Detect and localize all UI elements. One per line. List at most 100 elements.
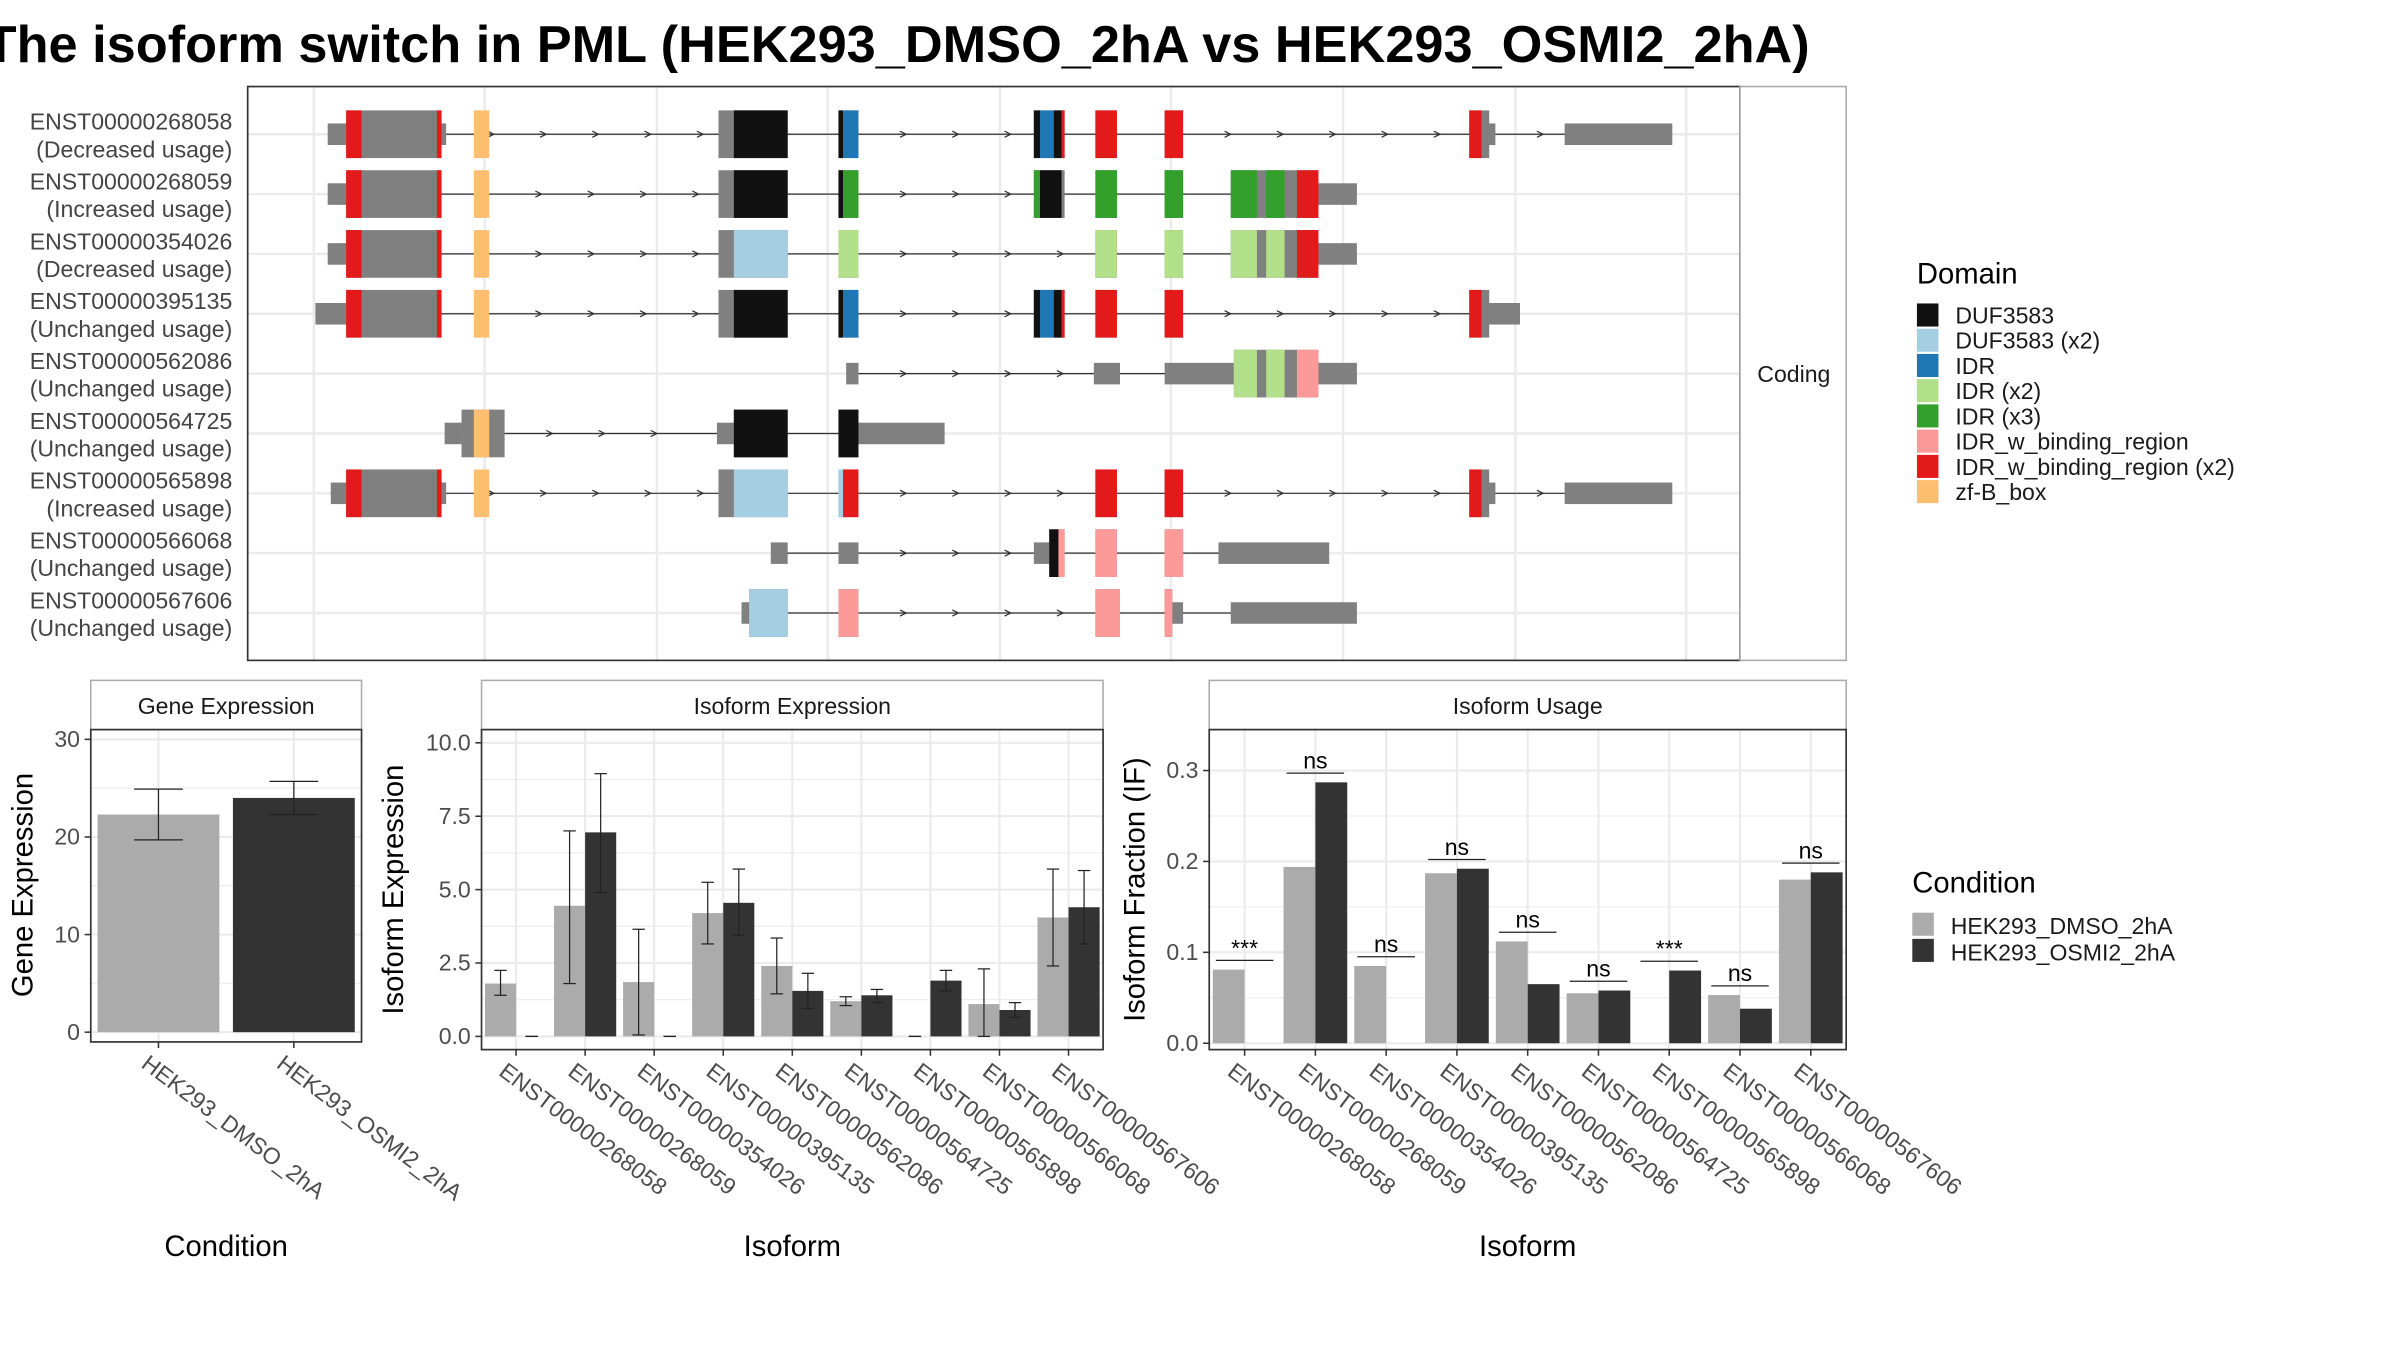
- domain-block: [1164, 110, 1184, 159]
- intron-arrow: [1004, 549, 1013, 557]
- coding-exon: [346, 469, 442, 518]
- domain-block: [1053, 289, 1062, 338]
- domain-block: [1296, 349, 1319, 398]
- domain-block: [1469, 469, 1482, 518]
- isoform-usage-xlabel: Isoform: [1479, 1231, 1576, 1263]
- utr-exon: [330, 482, 347, 505]
- domain-block: [346, 230, 362, 278]
- intron-arrow: [535, 190, 543, 198]
- intron-arrow: [587, 250, 596, 258]
- utr-exon: [1564, 482, 1673, 505]
- bar: [232, 797, 355, 1033]
- isoform-usage-strip: [1208, 679, 1847, 731]
- utr-exon: [327, 123, 347, 145]
- domain-legend-swatch: [1916, 328, 1939, 352]
- domain-block: [346, 110, 362, 159]
- domain-block: [1164, 469, 1184, 518]
- y-tick-label: 5.0: [439, 876, 471, 902]
- isoform-usage-panel: Isoform Usage *** ns ns ns ns ns *** ns ns 0.0 0.…: [1120, 679, 1967, 1263]
- isoform-usage-ylabel: Isoform Fraction (IF): [1120, 757, 1152, 1022]
- transcript-id-label: ENST00000268059: [30, 168, 233, 194]
- domain-legend-swatch: [1916, 353, 1939, 377]
- significance-label: ns: [1728, 960, 1752, 986]
- domain-legend-label: IDR: [1955, 353, 1995, 379]
- intron-arrow: [539, 489, 548, 497]
- domain-legend-label: IDR_w_binding_region (x2): [1955, 454, 2234, 480]
- utr-exon: [770, 542, 788, 564]
- intron-arrow: [1004, 250, 1013, 258]
- legend-swatch-dmso: [1912, 912, 1934, 936]
- intron-arrow: [1224, 130, 1233, 138]
- domain-block: [838, 170, 844, 218]
- intron-arrow: [539, 130, 548, 138]
- transcript-labels: ENST00000268058(Decreased usage)ENST0000…: [30, 109, 233, 641]
- significance-label: ns: [1445, 834, 1469, 860]
- domain-legend-label: IDR (x2): [1955, 378, 2041, 404]
- intron-arrow: [1004, 130, 1013, 138]
- domain-block: [1233, 349, 1257, 398]
- isoform-expression-strip: [480, 679, 1104, 731]
- domain-block: [733, 469, 788, 518]
- intron-arrow: [1433, 310, 1442, 318]
- domain-block: [733, 230, 788, 278]
- y-tick-label: 10: [54, 921, 80, 947]
- bar: [1740, 1008, 1772, 1044]
- gene-expression-plot: [90, 729, 362, 1042]
- transcript-row-ENST00000564725: [444, 409, 945, 458]
- intron-arrow: [899, 369, 908, 378]
- intron-arrow: [1224, 489, 1233, 497]
- intron-arrow: [1536, 489, 1545, 497]
- intron-arrow: [899, 190, 908, 198]
- intron-arrow: [1004, 190, 1013, 198]
- domain-legend-swatch: [1916, 454, 1939, 478]
- domain-block: [1164, 289, 1184, 338]
- domain-block: [838, 230, 859, 278]
- intron-arrow: [644, 130, 653, 138]
- utr-exon: [444, 422, 462, 445]
- domain-block: [436, 230, 442, 278]
- intron-arrow: [1536, 130, 1545, 138]
- intron-arrow: [1328, 130, 1337, 138]
- transcript-row-ENST00000566068: [770, 529, 1330, 577]
- intron-arrow: [952, 609, 960, 617]
- domain-block: [436, 289, 442, 338]
- transcript-id-label: ENST00000564725: [30, 408, 233, 434]
- utr-exon: [1033, 542, 1050, 564]
- bar: [1212, 969, 1245, 1044]
- legend-swatch-osmi: [1912, 938, 1934, 962]
- significance-label: ns: [1799, 837, 1823, 863]
- intron-arrow: [952, 190, 960, 198]
- isoform-usage-title: Isoform Usage: [1453, 693, 1603, 719]
- intron-arrow: [587, 310, 596, 318]
- legend-label-dmso: HEK293_DMSO_2hA: [1951, 913, 2173, 939]
- intron-arrow: [1004, 310, 1013, 318]
- isoform-expression-title: Isoform Expression: [694, 693, 891, 719]
- domain-legend-label: IDR (x3): [1955, 403, 2041, 429]
- utr-exon: [1093, 362, 1120, 385]
- domain-legend-label: DUF3583 (x2): [1955, 328, 2100, 354]
- intron-arrow: [592, 489, 600, 497]
- intron-arrow: [650, 429, 659, 438]
- intron-arrow: [592, 130, 600, 138]
- domain-block: [1296, 170, 1319, 218]
- intron-arrow: [535, 310, 543, 318]
- transcript-id-label: ENST00000562086: [30, 348, 233, 374]
- intron-arrow: [1433, 489, 1442, 497]
- transcript-usage-label: (Unchanged usage): [30, 615, 233, 641]
- utr-exon: [1487, 123, 1496, 145]
- coding-exon: [346, 289, 442, 338]
- intron-arrow: [696, 489, 705, 497]
- utr-exon: [327, 243, 347, 265]
- significance-label: ns: [1586, 956, 1610, 982]
- bar: [1527, 984, 1560, 1044]
- y-tick-label: 7.5: [439, 803, 471, 829]
- domain-block: [843, 170, 859, 218]
- isoform-expression-xlabel: Isoform: [744, 1231, 841, 1263]
- domain-block: [1061, 289, 1065, 338]
- domain-block: [1296, 230, 1319, 278]
- bar: [1425, 873, 1457, 1044]
- bar: [1598, 990, 1631, 1044]
- utr-exon: [1218, 542, 1330, 564]
- y-tick-label: 0.3: [1166, 757, 1198, 783]
- transcript-usage-label: (Unchanged usage): [30, 436, 233, 462]
